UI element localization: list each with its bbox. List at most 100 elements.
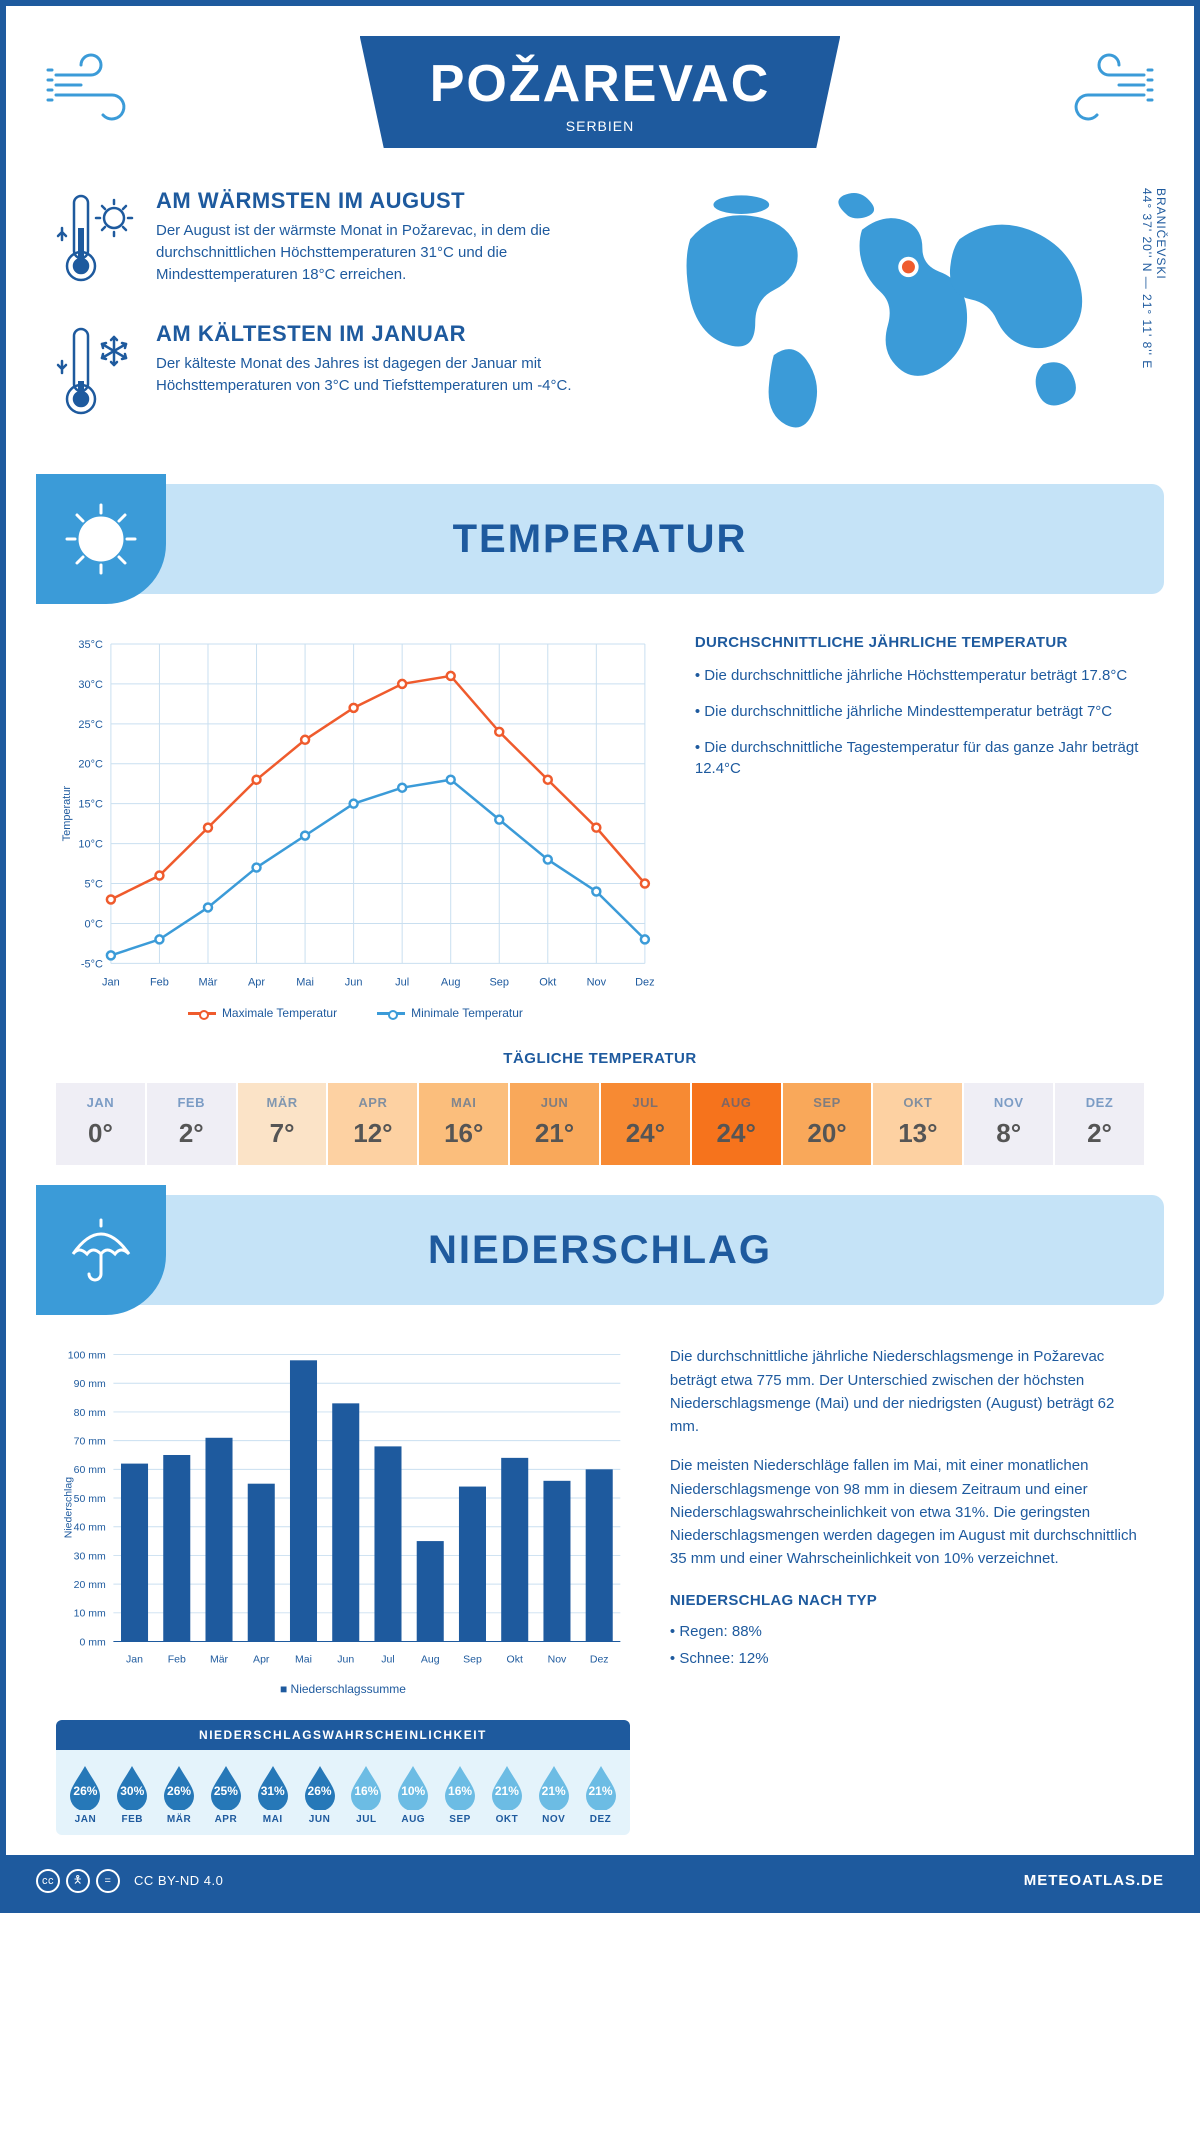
precipitation-bar-chart: 0 mm10 mm20 mm30 mm40 mm50 mm60 mm70 mm8… — [56, 1345, 630, 1695]
daily-temp-cell: MAI16° — [419, 1083, 510, 1165]
precip-type-bullet: • Schnee: 12% — [670, 1647, 1144, 1670]
prob-drop: 26%JAN — [62, 1764, 109, 1825]
svg-text:0 mm: 0 mm — [79, 1637, 106, 1649]
svg-text:20°C: 20°C — [78, 759, 103, 771]
warmest-text: Der August ist der wärmste Monat in Poža… — [156, 220, 605, 285]
svg-text:Okt: Okt — [507, 1654, 523, 1666]
prob-drop: 21%NOV — [530, 1764, 577, 1825]
precip-type-title: NIEDERSCHLAG NACH TYP — [670, 1589, 1144, 1612]
svg-text:Sep: Sep — [489, 976, 509, 988]
svg-text:Apr: Apr — [248, 976, 265, 988]
daily-temp-table: JAN0°FEB2°MÄR7°APR12°MAI16°JUN21°JUL24°A… — [56, 1083, 1144, 1165]
precip-type-bullet: • Regen: 88% — [670, 1620, 1144, 1643]
bar-chart-legend: Niederschlagssumme — [56, 1682, 630, 1696]
title-ribbon: POŽAREVAC SERBIEN — [360, 36, 841, 148]
svg-text:Jul: Jul — [381, 1654, 394, 1666]
svg-text:Jul: Jul — [395, 976, 409, 988]
prob-drop: 16%SEP — [437, 1764, 484, 1825]
header: POŽAREVAC SERBIEN — [6, 6, 1194, 158]
prob-drop: 21%DEZ — [577, 1764, 624, 1825]
prob-drop: 31%MAI — [249, 1764, 296, 1825]
svg-text:-5°C: -5°C — [81, 958, 103, 970]
daily-temp-cell: JAN0° — [56, 1083, 147, 1165]
prob-drop: 30%FEB — [109, 1764, 156, 1825]
svg-text:Sep: Sep — [463, 1654, 482, 1666]
legend-max-label: Maximale Temperatur — [222, 1006, 337, 1020]
svg-text:60 mm: 60 mm — [74, 1464, 106, 1476]
svg-text:50 mm: 50 mm — [74, 1493, 106, 1505]
wind-icon — [46, 50, 146, 135]
svg-text:10 mm: 10 mm — [74, 1608, 106, 1620]
daily-temp-title: TÄGLICHE TEMPERATUR — [6, 1050, 1194, 1067]
svg-text:Jan: Jan — [126, 1654, 143, 1666]
svg-text:40 mm: 40 mm — [74, 1522, 106, 1534]
thermometer-snow-icon — [56, 321, 136, 426]
daily-temp-cell: DEZ2° — [1055, 1083, 1144, 1165]
svg-text:10°C: 10°C — [78, 839, 103, 851]
precip-section-banner: NIEDERSCHLAG — [36, 1195, 1164, 1305]
daily-temp-cell: SEP20° — [783, 1083, 874, 1165]
precip-side-text: Die durchschnittliche jährliche Niedersc… — [670, 1345, 1144, 1834]
svg-text:Temperatur: Temperatur — [61, 786, 73, 842]
site-name: METEOATLAS.DE — [1024, 1872, 1164, 1889]
svg-text:Niederschlag: Niederschlag — [62, 1477, 74, 1539]
world-map-icon — [645, 188, 1144, 453]
coordinates: BRANIČEVSKI 44° 37' 20'' N — 21° 11' 8''… — [1140, 188, 1168, 369]
cc-icon: cc — [36, 1869, 60, 1893]
svg-text:15°C: 15°C — [78, 799, 103, 811]
license-text: CC BY-ND 4.0 — [134, 1873, 223, 1888]
svg-text:Mär: Mär — [210, 1654, 229, 1666]
prob-drop: 25%APR — [202, 1764, 249, 1825]
svg-text:Mär: Mär — [199, 976, 218, 988]
daily-temp-cell: JUN21° — [510, 1083, 601, 1165]
svg-text:Jan: Jan — [102, 976, 120, 988]
precip-probability-box: NIEDERSCHLAGSWAHRSCHEINLICHKEIT 26%JAN30… — [56, 1720, 630, 1835]
svg-text:Nov: Nov — [548, 1654, 567, 1666]
svg-text:Dez: Dez — [635, 976, 655, 988]
coldest-title: AM KÄLTESTEN IM JANUAR — [156, 321, 605, 347]
region-text: BRANIČEVSKI — [1154, 188, 1168, 280]
prob-box-title: NIEDERSCHLAGSWAHRSCHEINLICHKEIT — [56, 1720, 630, 1750]
thermometer-sun-icon — [56, 188, 136, 293]
warmest-title: AM WÄRMSTEN IM AUGUST — [156, 188, 605, 214]
nd-icon: = — [96, 1869, 120, 1893]
precip-p1: Die durchschnittliche jährliche Niedersc… — [670, 1345, 1144, 1438]
wind-icon — [1054, 50, 1154, 135]
footer: cc 🯅 = CC BY-ND 4.0 METEOATLAS.DE — [6, 1855, 1194, 1907]
temp-bullet: • Die durchschnittliche jährliche Höchst… — [695, 665, 1144, 687]
temperature-line-chart: -5°C0°C5°C10°C15°C20°C25°C30°C35°CJanFeb… — [56, 634, 655, 1020]
prob-drop: 10%AUG — [390, 1764, 437, 1825]
svg-text:Jun: Jun — [345, 976, 363, 988]
temp-section-banner: TEMPERATUR — [36, 484, 1164, 594]
svg-text:Jun: Jun — [337, 1654, 354, 1666]
daily-temp-cell: FEB2° — [147, 1083, 238, 1165]
svg-text:Apr: Apr — [253, 1654, 270, 1666]
svg-text:30 mm: 30 mm — [74, 1551, 106, 1563]
city-title: POŽAREVAC — [430, 54, 771, 114]
warmest-fact: AM WÄRMSTEN IM AUGUST Der August ist der… — [56, 188, 605, 293]
prob-drop: 16%JUL — [343, 1764, 390, 1825]
daily-temp-cell: OKT13° — [873, 1083, 964, 1165]
temp-side-text: DURCHSCHNITTLICHE JÄHRLICHE TEMPERATUR •… — [695, 634, 1144, 1020]
umbrella-icon — [36, 1185, 166, 1315]
svg-text:Nov: Nov — [587, 976, 607, 988]
svg-text:30°C: 30°C — [78, 679, 103, 691]
svg-text:100 mm: 100 mm — [68, 1350, 106, 1362]
svg-text:Okt: Okt — [539, 976, 556, 988]
svg-text:0°C: 0°C — [84, 918, 102, 930]
prob-drop: 26%JUN — [296, 1764, 343, 1825]
daily-temp-cell: APR12° — [328, 1083, 419, 1165]
daily-temp-cell: MÄR7° — [238, 1083, 329, 1165]
svg-text:Feb: Feb — [150, 976, 169, 988]
temp-bullet: • Die durchschnittliche Tagestemperatur … — [695, 737, 1144, 781]
svg-text:Aug: Aug — [421, 1654, 440, 1666]
intro-section: AM WÄRMSTEN IM AUGUST Der August ist der… — [6, 158, 1194, 474]
daily-temp-cell: JUL24° — [601, 1083, 692, 1165]
temp-side-title: DURCHSCHNITTLICHE JÄHRLICHE TEMPERATUR — [695, 634, 1144, 651]
precip-p2: Die meisten Niederschläge fallen im Mai,… — [670, 1454, 1144, 1570]
coldest-fact: AM KÄLTESTEN IM JANUAR Der kälteste Mona… — [56, 321, 605, 426]
prob-drop: 21%OKT — [483, 1764, 530, 1825]
svg-text:Mai: Mai — [296, 976, 314, 988]
svg-text:80 mm: 80 mm — [74, 1407, 106, 1419]
svg-text:20 mm: 20 mm — [74, 1579, 106, 1591]
